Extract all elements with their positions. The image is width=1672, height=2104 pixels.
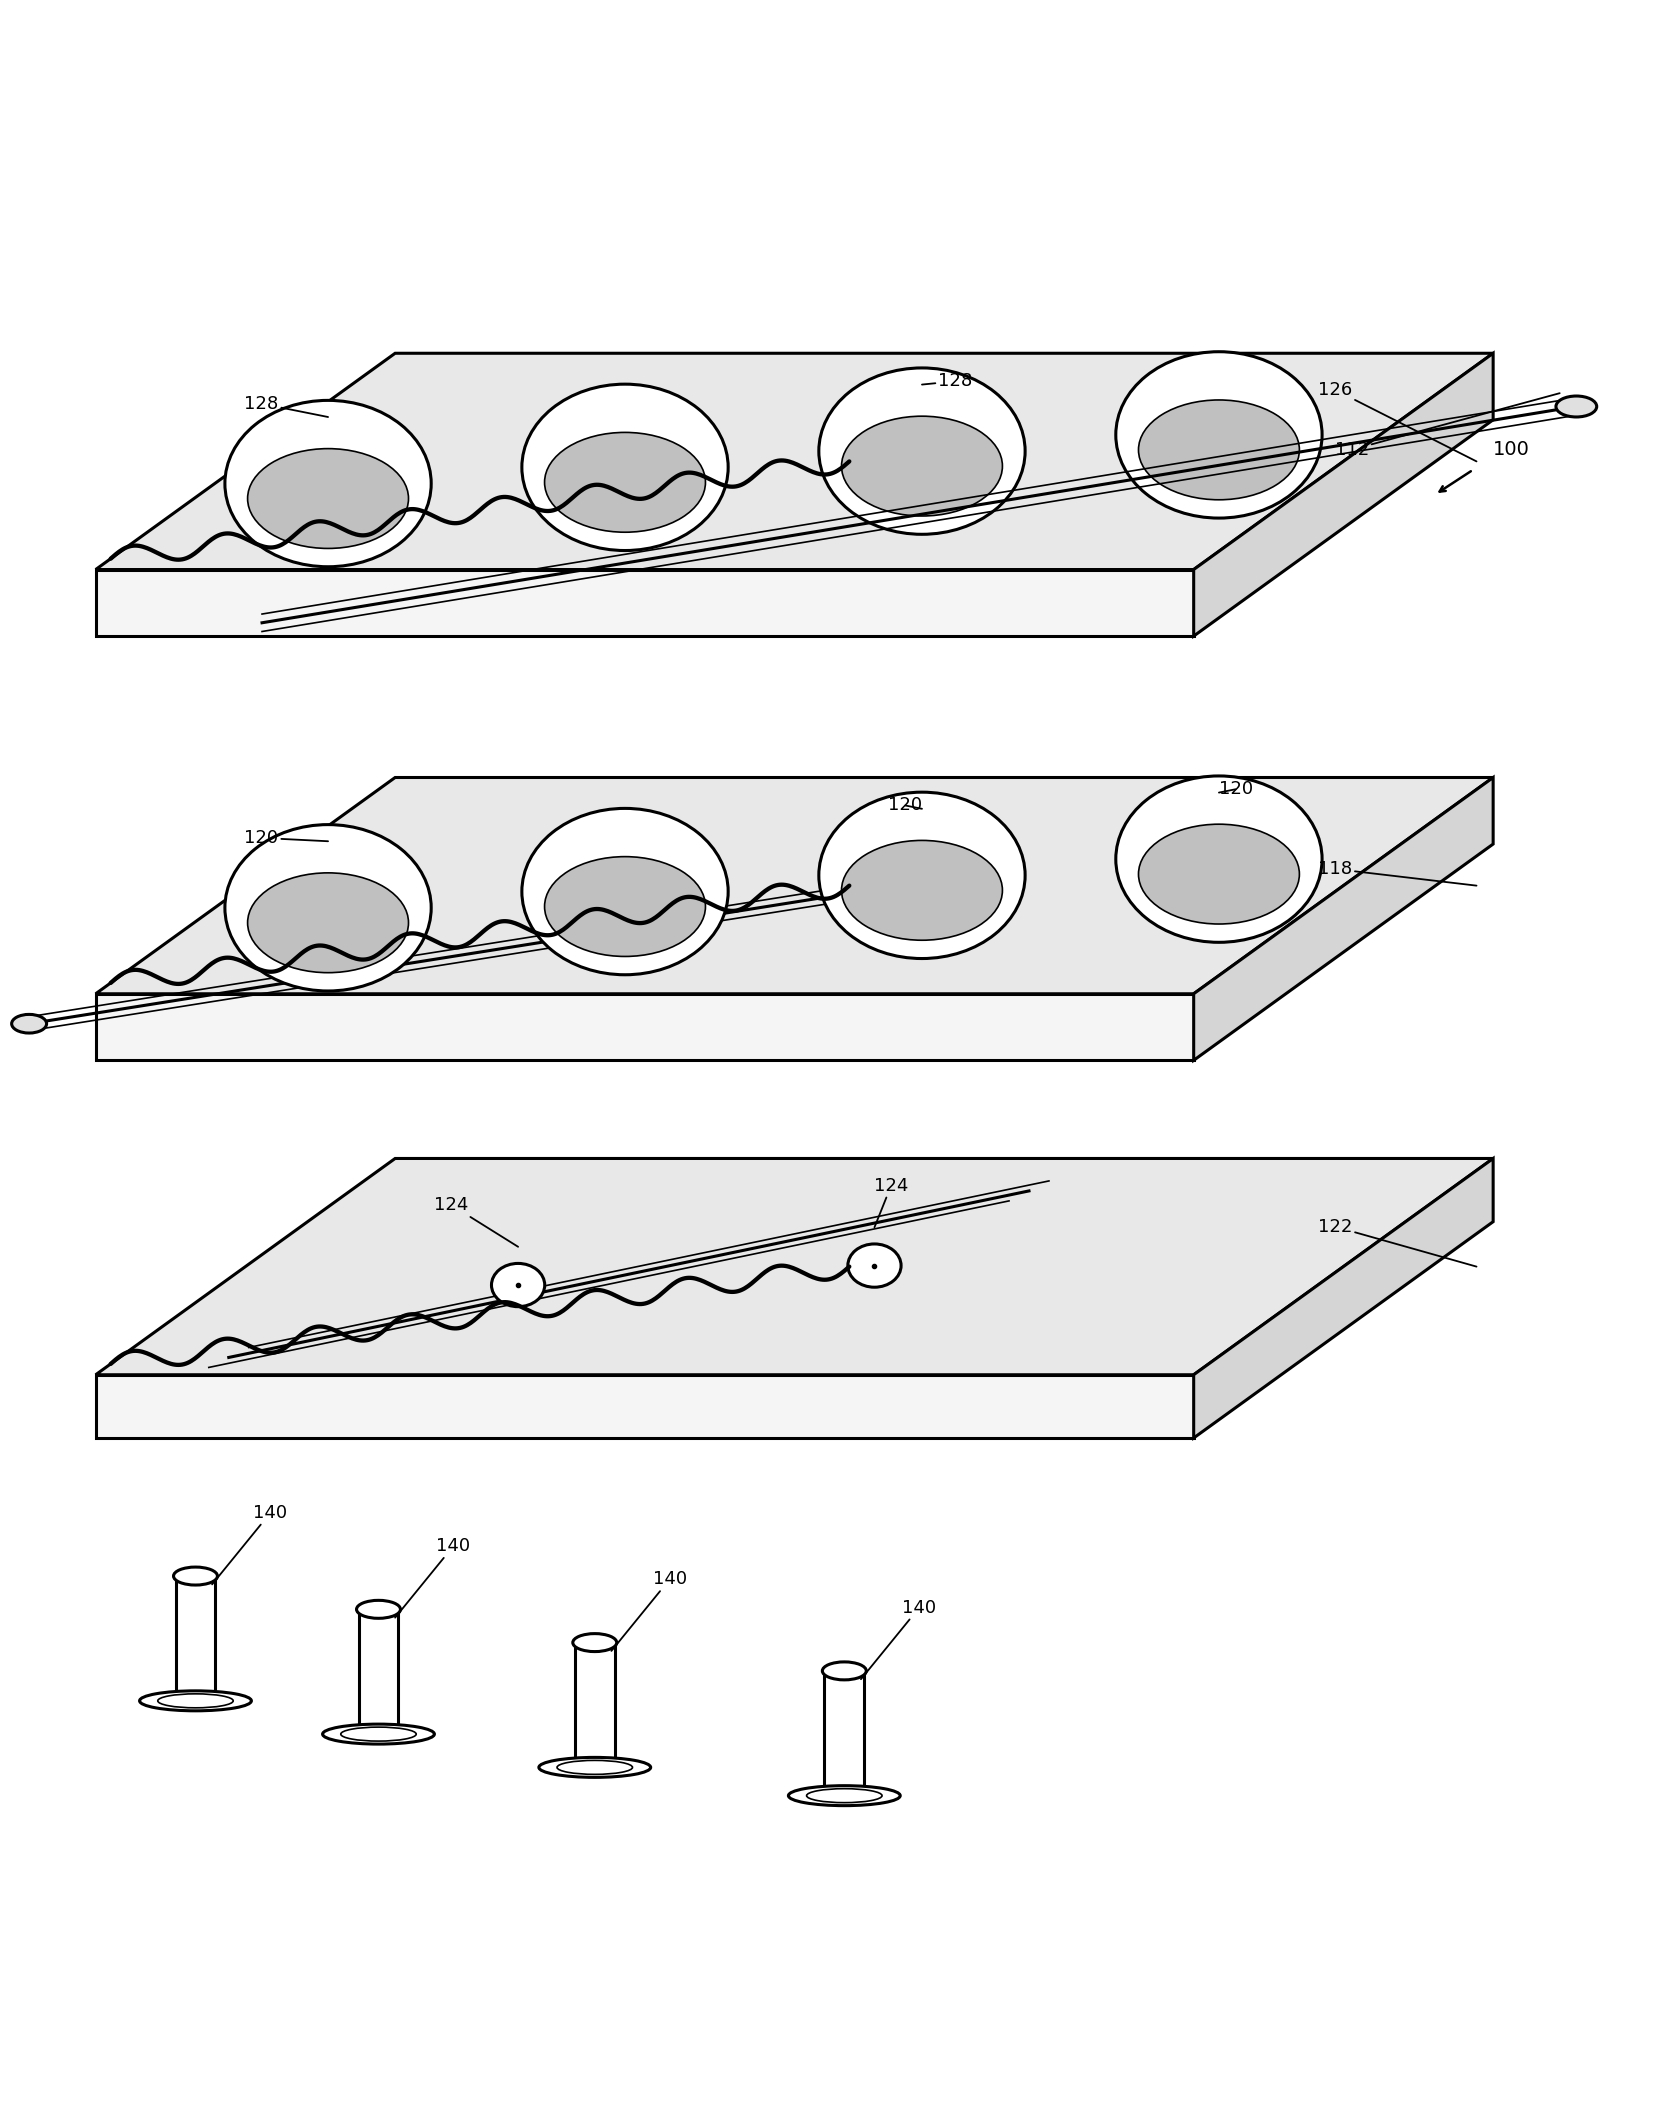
Ellipse shape	[1139, 400, 1299, 501]
Ellipse shape	[226, 400, 431, 566]
Polygon shape	[358, 1610, 398, 1734]
Ellipse shape	[806, 1788, 883, 1803]
Ellipse shape	[538, 1757, 650, 1778]
Ellipse shape	[1139, 825, 1299, 924]
Text: 140: 140	[212, 1504, 288, 1584]
Ellipse shape	[1557, 396, 1597, 417]
Ellipse shape	[841, 417, 1003, 515]
Text: 128: 128	[921, 372, 973, 389]
Polygon shape	[95, 353, 1493, 570]
Polygon shape	[95, 993, 1194, 1060]
Text: 140: 140	[612, 1570, 687, 1652]
Ellipse shape	[139, 1692, 251, 1711]
Ellipse shape	[226, 825, 431, 991]
Ellipse shape	[12, 1014, 47, 1033]
Polygon shape	[1194, 778, 1493, 1060]
Text: 122: 122	[1318, 1218, 1476, 1267]
Ellipse shape	[545, 433, 706, 532]
Text: 100: 100	[1493, 440, 1530, 459]
Ellipse shape	[323, 1723, 435, 1744]
Ellipse shape	[247, 448, 408, 549]
Ellipse shape	[545, 856, 706, 957]
Ellipse shape	[573, 1633, 617, 1652]
Text: 128: 128	[244, 396, 328, 417]
Polygon shape	[95, 1159, 1493, 1374]
Ellipse shape	[819, 368, 1025, 534]
Ellipse shape	[789, 1786, 900, 1805]
Text: 120: 120	[1219, 781, 1252, 797]
Ellipse shape	[841, 839, 1003, 940]
Polygon shape	[95, 778, 1493, 993]
Text: 112: 112	[1334, 393, 1560, 459]
Polygon shape	[1194, 353, 1493, 635]
Polygon shape	[575, 1643, 615, 1767]
Text: 140: 140	[861, 1599, 936, 1679]
Ellipse shape	[819, 793, 1025, 959]
Polygon shape	[824, 1671, 864, 1795]
Text: 140: 140	[395, 1538, 470, 1618]
Ellipse shape	[341, 1727, 416, 1742]
Ellipse shape	[492, 1262, 545, 1307]
Ellipse shape	[823, 1662, 866, 1679]
Text: 118: 118	[1318, 861, 1476, 886]
Ellipse shape	[174, 1567, 217, 1584]
Ellipse shape	[1115, 351, 1323, 518]
Text: 124: 124	[874, 1176, 908, 1227]
Ellipse shape	[356, 1601, 401, 1618]
Polygon shape	[176, 1576, 216, 1700]
Ellipse shape	[557, 1761, 632, 1774]
Polygon shape	[95, 570, 1194, 635]
Text: 126: 126	[1318, 381, 1476, 461]
Polygon shape	[95, 1374, 1194, 1437]
Ellipse shape	[1115, 776, 1323, 943]
Text: 120: 120	[888, 797, 923, 814]
Ellipse shape	[848, 1243, 901, 1288]
Text: 120: 120	[244, 829, 328, 848]
Text: 124: 124	[435, 1197, 518, 1248]
Ellipse shape	[522, 385, 729, 551]
Polygon shape	[1194, 1159, 1493, 1437]
Ellipse shape	[247, 873, 408, 972]
Ellipse shape	[522, 808, 729, 974]
Ellipse shape	[157, 1694, 232, 1708]
